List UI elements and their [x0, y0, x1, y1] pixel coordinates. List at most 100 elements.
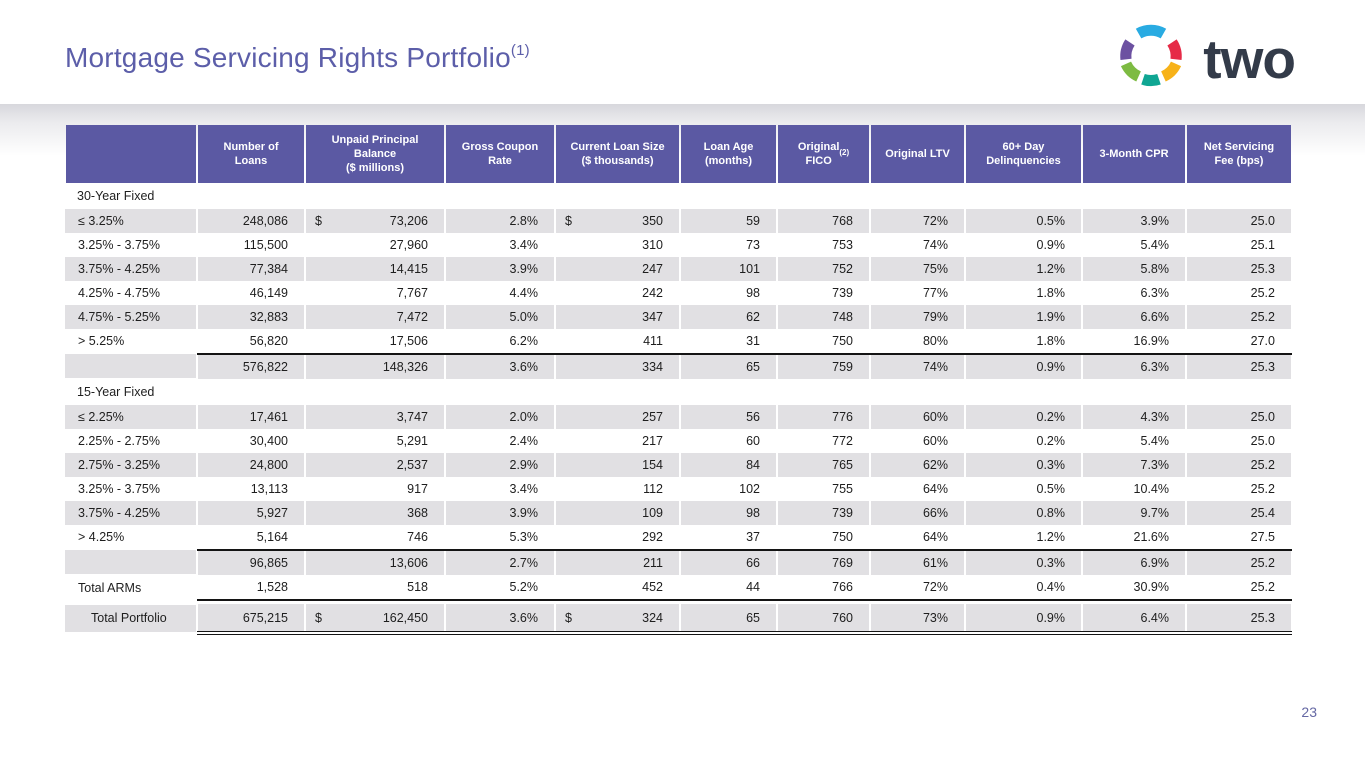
value-cell: 3,747	[305, 405, 445, 429]
cell-value: 65	[746, 610, 760, 625]
value-cell: 64%	[870, 525, 965, 549]
row-label: ≤ 3.25%	[65, 209, 196, 233]
cell-value: 5.8%	[1140, 262, 1170, 276]
value-cell: 6.3%	[1082, 281, 1186, 305]
cell-value: 1,528	[256, 580, 288, 594]
cell-value-wrap: 6.6%	[1083, 305, 1185, 329]
value-cell: 25.0	[1186, 209, 1292, 233]
value-cell: 64%	[870, 477, 965, 501]
cell-value-wrap: 60	[681, 429, 776, 453]
cell-value: 27.5	[1250, 530, 1275, 544]
cell-value-wrap: 0.9%	[966, 604, 1081, 631]
cell-value-wrap: 6.3%	[1083, 281, 1185, 305]
value-cell: 80%	[870, 329, 965, 353]
cell-value: 324	[642, 610, 663, 625]
cell-value-wrap: 576,822	[198, 355, 304, 379]
cell-value-wrap: 776	[778, 405, 869, 429]
cell-value-wrap: 25.2	[1187, 551, 1291, 575]
cell-value-wrap: 17,461	[198, 405, 304, 429]
cell-value-wrap: 16.9%	[1083, 329, 1185, 353]
cell-value: 27,960	[389, 238, 428, 252]
cell-value: 6.3%	[1140, 286, 1170, 300]
cell-value: 4.4%	[509, 286, 539, 300]
cell-value-wrap: 60%	[871, 429, 964, 453]
cell-value: 576,822	[242, 360, 288, 374]
cell-value-wrap: 77,384	[198, 257, 304, 281]
cell-value-wrap: 10.4%	[1083, 477, 1185, 501]
column-header-label: 3-Month CPR	[1083, 125, 1185, 183]
logo-wordmark: two	[1203, 28, 1296, 90]
row-label-cell: ≤ 2.25%	[65, 405, 197, 429]
row-label-cell: 2.25% - 2.75%	[65, 429, 197, 453]
cell-value: 750	[832, 530, 853, 544]
cell-value: 66	[746, 556, 760, 570]
value-cell: $162,450	[305, 601, 445, 635]
value-cell: 750	[777, 329, 870, 353]
value-cell: 72%	[870, 575, 965, 601]
value-cell: 518	[305, 575, 445, 601]
cell-value: 772	[832, 434, 853, 448]
cell-value-wrap: 0.9%	[966, 355, 1081, 379]
cell-value-wrap: 13,606	[306, 551, 444, 575]
value-cell: 2,537	[305, 453, 445, 477]
value-cell: 73	[680, 233, 777, 257]
cell-value: 17,461	[249, 410, 288, 424]
cell-value-wrap: 2.0%	[446, 405, 554, 429]
cell-value-wrap: 4.3%	[1083, 405, 1185, 429]
page-number: 23	[1301, 704, 1317, 720]
cell-value-wrap: 96,865	[198, 551, 304, 575]
dollar-sign: $	[565, 610, 572, 625]
cell-value: 74%	[922, 238, 948, 252]
dollar-sign: $	[565, 214, 572, 228]
cell-value-wrap: $350	[556, 209, 679, 233]
cell-value-wrap: 2.4%	[446, 429, 554, 453]
cell-value-wrap: 25.3	[1187, 604, 1291, 631]
cell-value-wrap: 80%	[871, 329, 964, 353]
table-row: ≤ 2.25% 17,461 3,747 2.0% 257 56 776 60% 0.2% 4.3…	[65, 405, 1292, 429]
value-cell: 112	[555, 477, 680, 501]
value-cell: 772	[777, 429, 870, 453]
column-header-10: Net Servicing Fee (bps)	[1186, 125, 1292, 183]
value-cell: 10.4%	[1082, 477, 1186, 501]
value-cell: 30.9%	[1082, 575, 1186, 601]
value-cell: 27,960	[305, 233, 445, 257]
cell-value: 56,820	[249, 334, 288, 348]
cell-value: 3.6%	[509, 360, 539, 374]
cell-value-wrap: 759	[778, 355, 869, 379]
table-row: 4.25% - 4.75% 46,149 7,767 4.4% 242 98 739 77% 1…	[65, 281, 1292, 305]
value-cell: 0.3%	[965, 549, 1082, 575]
row-label-cell: > 4.25%	[65, 525, 197, 549]
row-label-cell: 3.75% - 4.25%	[65, 501, 197, 525]
cell-value-wrap: 675,215	[198, 604, 304, 631]
value-cell: 25.2	[1186, 305, 1292, 329]
cell-value: 7,767	[396, 286, 428, 300]
value-cell: 1,528	[197, 575, 305, 601]
value-cell: 65	[680, 353, 777, 379]
cell-value: 13,113	[250, 482, 288, 496]
row-label-cell: 2.75% - 3.25%	[65, 453, 197, 477]
value-cell: 27.5	[1186, 525, 1292, 549]
cell-value: 25.2	[1250, 482, 1275, 496]
value-cell: 917	[305, 477, 445, 501]
value-cell: 452	[555, 575, 680, 601]
cell-value-wrap: 411	[556, 329, 679, 353]
cell-value-wrap: 62%	[871, 453, 964, 477]
cell-value-wrap: 347	[556, 305, 679, 329]
cell-value-wrap: 25.2	[1187, 281, 1291, 305]
value-cell: 25.3	[1186, 601, 1292, 635]
value-cell: 776	[777, 405, 870, 429]
cell-value: 2.7%	[509, 556, 539, 570]
cell-value-wrap: 2.8%	[446, 209, 554, 233]
cell-value-wrap: 247	[556, 257, 679, 281]
value-cell: 13,606	[305, 549, 445, 575]
value-cell: 25.0	[1186, 429, 1292, 453]
cell-value: 0.2%	[1036, 410, 1066, 424]
cell-value: 73%	[922, 610, 948, 625]
cell-value: 2.9%	[509, 458, 539, 472]
value-cell: 25.4	[1186, 501, 1292, 525]
cell-value-wrap: 148,326	[306, 355, 444, 379]
cell-value: 25.3	[1250, 360, 1275, 374]
cell-value: 350	[642, 214, 663, 228]
cell-value: 24,800	[249, 458, 288, 472]
value-cell: 765	[777, 453, 870, 477]
